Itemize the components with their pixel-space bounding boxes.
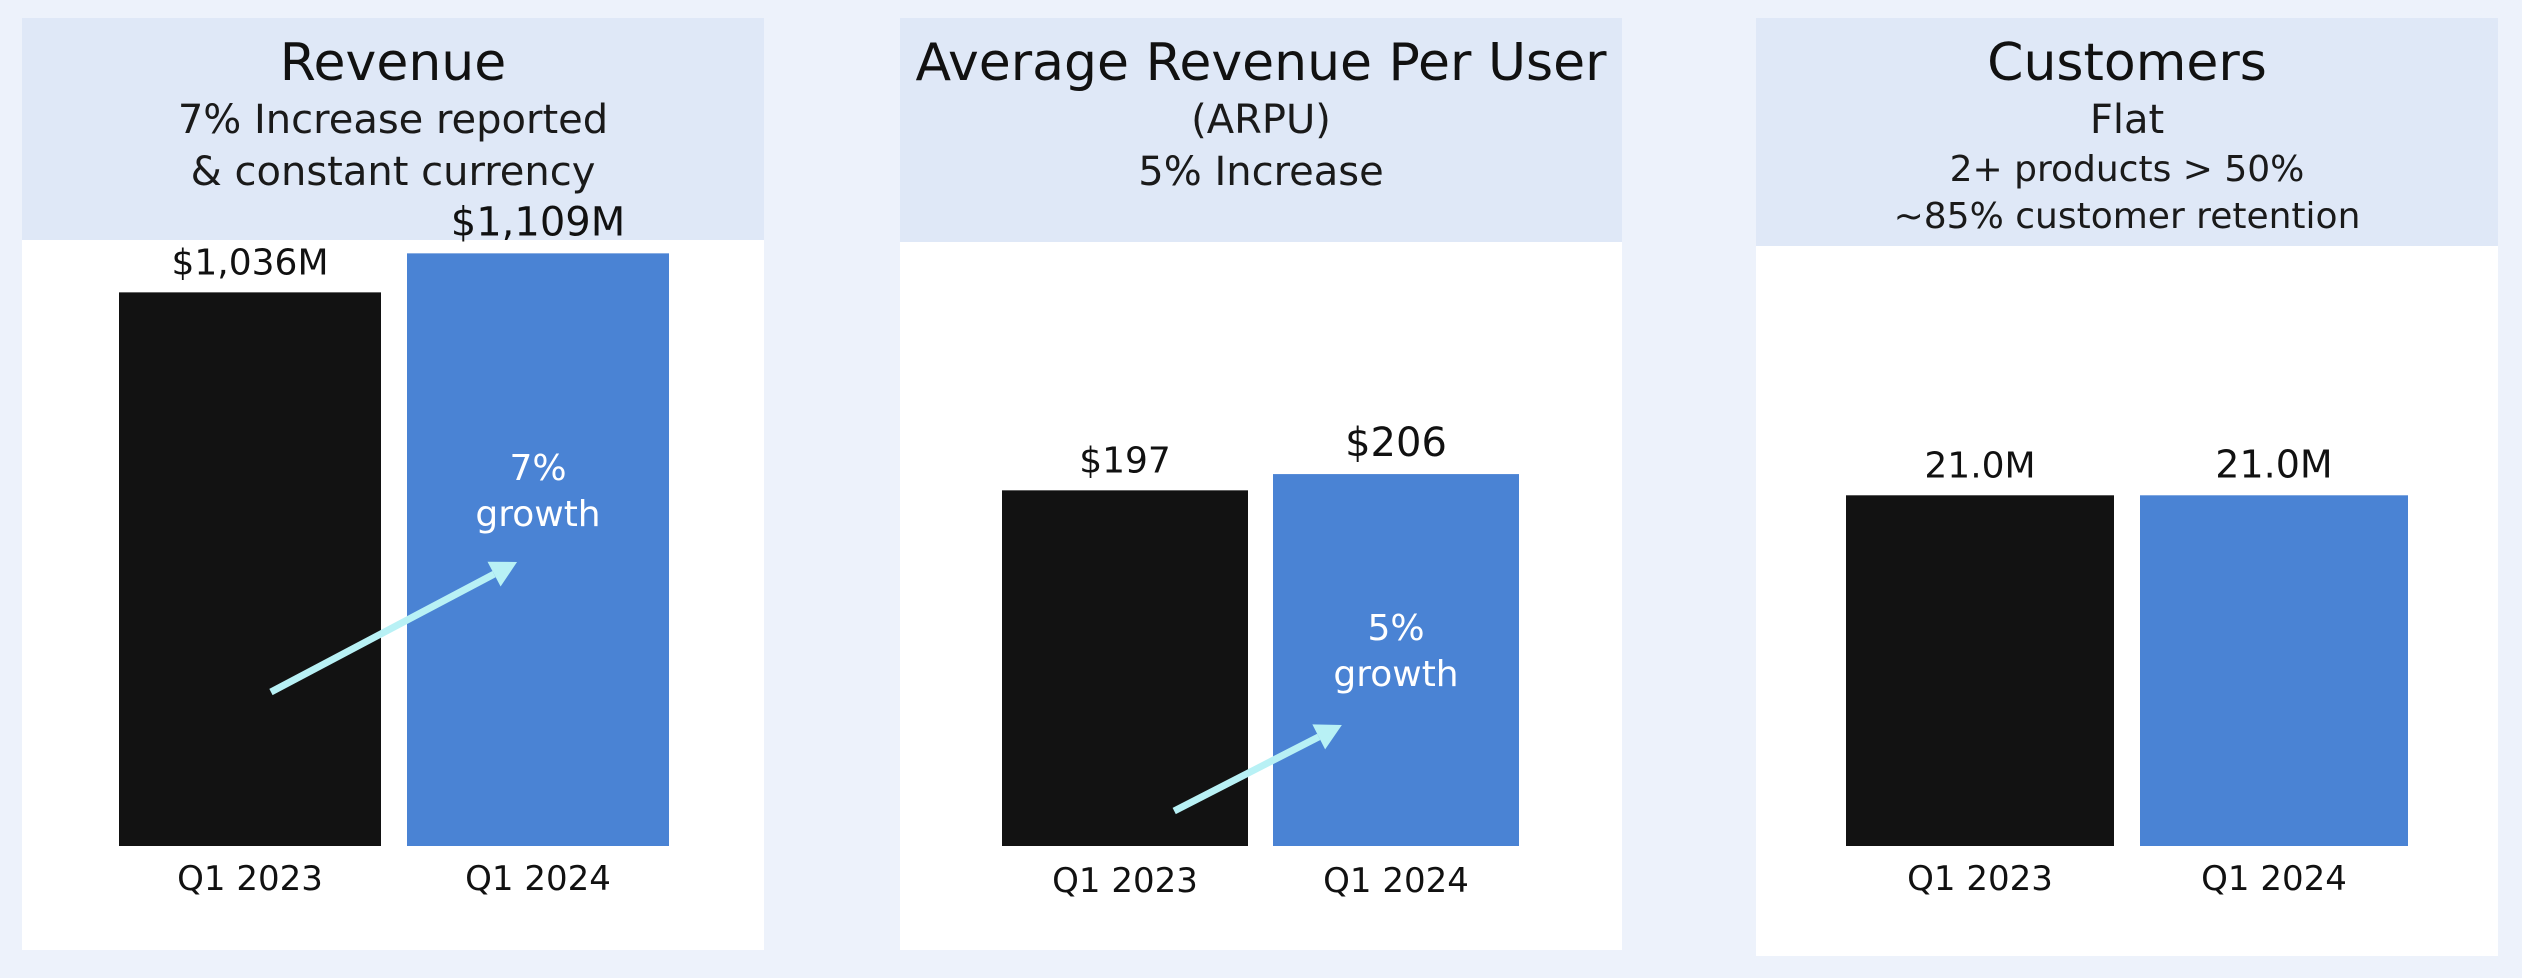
growth-label: growth	[1333, 654, 1458, 695]
growth-arrow-head	[1312, 724, 1342, 750]
revenue-subtitle-line-2: & constant currency	[190, 149, 596, 195]
value-label: 21.0M	[2215, 442, 2332, 486]
value-label: 21.0M	[1924, 445, 2035, 486]
bar-q1-2024	[407, 253, 669, 846]
x-tick-label: Q1 2024	[2201, 859, 2347, 899]
arpu-subtitle-line-1: (ARPU)	[1191, 97, 1331, 143]
x-tick-label: Q1 2023	[177, 859, 323, 899]
value-label: $197	[1079, 440, 1171, 481]
bar-q1-2024	[1273, 474, 1519, 846]
revenue-header: Revenue 7% Increase reported & constant …	[22, 18, 764, 240]
growth-arrow-shaft	[1172, 733, 1321, 815]
growth-label: growth	[475, 494, 600, 535]
x-tick-label: Q1 2024	[465, 859, 611, 899]
customers-header: Customers Flat 2+ products > 50% ~85% cu…	[1756, 18, 2498, 246]
x-tick-label: Q1 2024	[1323, 861, 1469, 901]
bar-q1-2023	[1846, 495, 2114, 846]
customers-panel: Customers Flat 2+ products > 50% ~85% cu…	[1756, 18, 2498, 956]
growth-label: 5%	[1367, 608, 1424, 649]
bar-q1-2023	[1002, 490, 1248, 846]
customers-subtitle-line-1: Flat	[2089, 97, 2165, 143]
arpu-chart: $197 Q1 2023 $206 Q1 2024 5% growth	[1002, 420, 1519, 901]
bar-q1-2023	[119, 292, 381, 847]
arpu-header: Average Revenue Per User (ARPU) 5% Incre…	[900, 18, 1622, 242]
arpu-title: Average Revenue Per User	[915, 33, 1607, 93]
value-label: $1,036M	[171, 242, 328, 283]
growth-arrow-shaft	[269, 571, 496, 696]
customers-chart: 21.0M Q1 2023 21.0M Q1 2024	[1846, 442, 2408, 899]
arpu-subtitle-line-2: 5% Increase	[1138, 149, 1384, 195]
growth-arrow-head	[487, 561, 518, 587]
revenue-panel: Revenue 7% Increase reported & constant …	[22, 18, 764, 950]
x-tick-label: Q1 2023	[1052, 861, 1198, 901]
customers-subtitle-line-3: ~85% customer retention	[1893, 196, 2361, 237]
revenue-subtitle-line-1: 7% Increase reported	[177, 97, 609, 143]
bar-q1-2024	[2140, 495, 2408, 846]
arpu-panel: Average Revenue Per User (ARPU) 5% Incre…	[900, 18, 1622, 950]
customers-title: Customers	[1987, 33, 2267, 93]
value-label: $1,109M	[451, 199, 625, 245]
customers-subtitle-line-2: 2+ products > 50%	[1949, 149, 2305, 190]
revenue-title: Revenue	[279, 33, 507, 93]
x-tick-label: Q1 2023	[1907, 859, 2053, 899]
revenue-chart: $1,036M Q1 2023 $1,109M Q1 2024 7% growth	[119, 199, 669, 899]
value-label: $206	[1345, 420, 1447, 466]
growth-label: 7%	[509, 448, 566, 489]
